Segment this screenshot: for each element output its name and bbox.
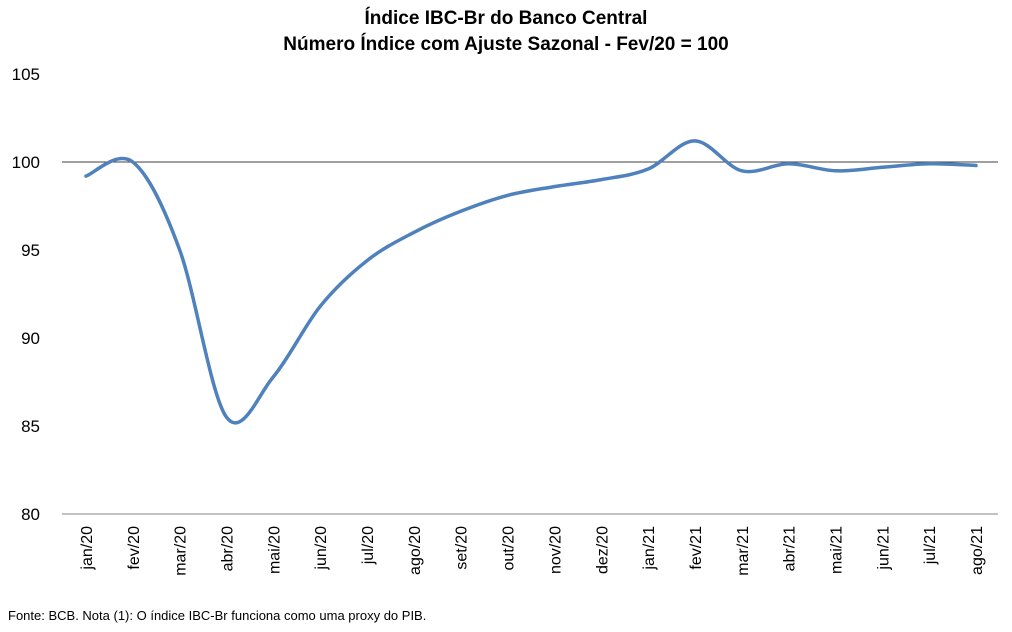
y-tick-label: 105 [12,65,40,84]
series-line [84,139,978,425]
x-tick-label: jul/20 [360,526,377,565]
y-axis: 105 100 95 90 85 80 [12,65,40,524]
x-tick-label: fev/20 [126,526,143,570]
x-tick-label: ago/21 [969,526,986,575]
x-tick-label: jul/21 [922,526,939,565]
chart-subtitle: Número Índice com Ajuste Sazonal - Fev/2… [283,34,729,55]
x-tick-label: abr/20 [220,526,237,571]
x-tick-label: jan/21 [641,526,658,571]
x-tick-label: abr/21 [782,526,799,571]
x-tick-label: set/20 [454,526,471,570]
series-group [84,139,978,425]
x-tick-label: mai/21 [828,526,845,574]
x-tick-label: mar/21 [735,526,752,576]
y-tick-label: 85 [21,417,40,436]
y-tick-label: 90 [21,329,40,348]
y-tick-label: 95 [21,241,40,260]
y-tick-label: 80 [21,505,40,524]
source-note: Fonte: BCB. Nota (1): O índice IBC-Br fu… [8,608,427,623]
x-tick-label: jan/20 [79,526,96,571]
x-tick-label: dez/20 [594,526,611,574]
x-tick-label: mar/20 [173,526,190,576]
x-tick-label: ago/20 [407,526,424,575]
chart-title: Índice IBC-Br do Banco Central [364,8,648,29]
x-tick-label: nov/20 [547,526,564,574]
x-tick-labels: jan/20 fev/20 mar/20 abr/20 mai/20 jun/20 jul/… [79,526,986,576]
x-tick-label: out/20 [501,526,518,571]
x-tick-label: jun/20 [313,526,330,571]
y-tick-label: 100 [12,153,40,172]
x-tick-label: mai/20 [266,526,283,574]
x-tick-label: fev/21 [688,526,705,570]
chart-title-block: Índice IBC-Br do Banco Central Número Ín… [0,6,1012,58]
x-tick-label: jun/21 [875,526,892,571]
